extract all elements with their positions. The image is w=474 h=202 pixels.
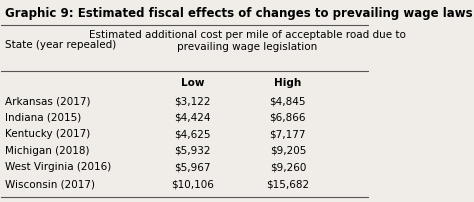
Text: $15,682: $15,682 — [266, 179, 310, 189]
Text: High: High — [274, 78, 301, 88]
Text: Graphic 9: Estimated fiscal effects of changes to prevailing wage laws: Graphic 9: Estimated fiscal effects of c… — [5, 7, 473, 20]
Text: Estimated additional cost per mile of acceptable road due to
prevailing wage leg: Estimated additional cost per mile of ac… — [89, 31, 406, 52]
Text: West Virginia (2016): West Virginia (2016) — [5, 162, 111, 173]
Text: $5,967: $5,967 — [174, 162, 210, 173]
Text: $7,177: $7,177 — [270, 129, 306, 139]
Text: $9,260: $9,260 — [270, 162, 306, 173]
Text: Arkansas (2017): Arkansas (2017) — [5, 96, 91, 106]
Text: $9,205: $9,205 — [270, 146, 306, 156]
Text: $4,625: $4,625 — [174, 129, 210, 139]
Text: $3,122: $3,122 — [174, 96, 210, 106]
Text: Wisconsin (2017): Wisconsin (2017) — [5, 179, 95, 189]
Text: Kentucky (2017): Kentucky (2017) — [5, 129, 91, 139]
Text: Michigan (2018): Michigan (2018) — [5, 146, 90, 156]
Text: $5,932: $5,932 — [174, 146, 210, 156]
Text: State (year repealed): State (year repealed) — [5, 40, 116, 50]
Text: $10,106: $10,106 — [171, 179, 214, 189]
Text: Low: Low — [181, 78, 204, 88]
Text: $4,845: $4,845 — [270, 96, 306, 106]
Text: $6,866: $6,866 — [270, 113, 306, 123]
Text: $4,424: $4,424 — [174, 113, 210, 123]
Text: Indiana (2015): Indiana (2015) — [5, 113, 82, 123]
